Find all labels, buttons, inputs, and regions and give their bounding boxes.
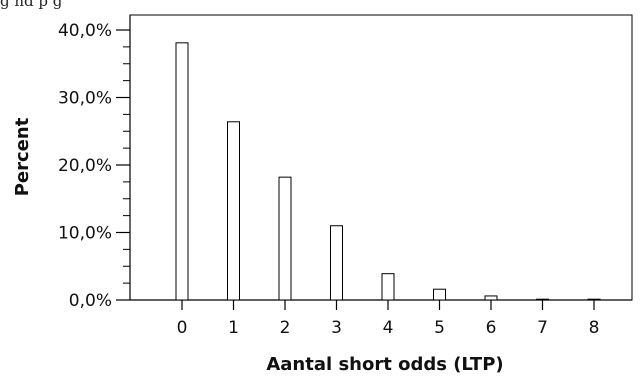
x-axis-title: Aantal short odds (LTP) — [266, 354, 503, 375]
x-tick-label: 5 — [434, 318, 445, 338]
bar — [330, 225, 343, 301]
bar — [587, 298, 601, 301]
x-tick-label: 3 — [331, 318, 342, 338]
bar — [536, 298, 549, 301]
y-tick-label: 30,0% — [58, 89, 112, 109]
y-tick-label: 10,0% — [58, 224, 112, 244]
x-tick-label: 2 — [280, 318, 291, 338]
y-tick-label: 0,0% — [69, 291, 112, 311]
x-tick-label: 1 — [228, 318, 239, 338]
bar — [227, 121, 240, 301]
x-tick-label: 6 — [486, 318, 497, 338]
y-axis-title: Percent — [12, 117, 33, 196]
plot-frame — [129, 14, 633, 301]
bar — [175, 42, 189, 301]
y-axis-ticks: 0,0% 10,0% 20,0% 30,0% 40,0% — [58, 21, 130, 311]
bar — [381, 273, 395, 301]
x-axis-ticks: 0 1 2 3 4 5 6 7 8 — [177, 300, 600, 338]
x-tick-label: 8 — [589, 318, 600, 338]
y-tick-label: 20,0% — [58, 156, 112, 176]
x-tick-label: 4 — [383, 318, 394, 338]
bar-series — [175, 42, 601, 301]
x-tick-label: 0 — [177, 318, 188, 338]
figure-caption-fragment: g nd p g — [0, 0, 63, 10]
bar — [484, 295, 498, 301]
y-tick-label: 40,0% — [58, 21, 112, 41]
bar — [433, 288, 446, 301]
bar — [278, 176, 292, 301]
x-tick-label: 7 — [537, 318, 548, 338]
